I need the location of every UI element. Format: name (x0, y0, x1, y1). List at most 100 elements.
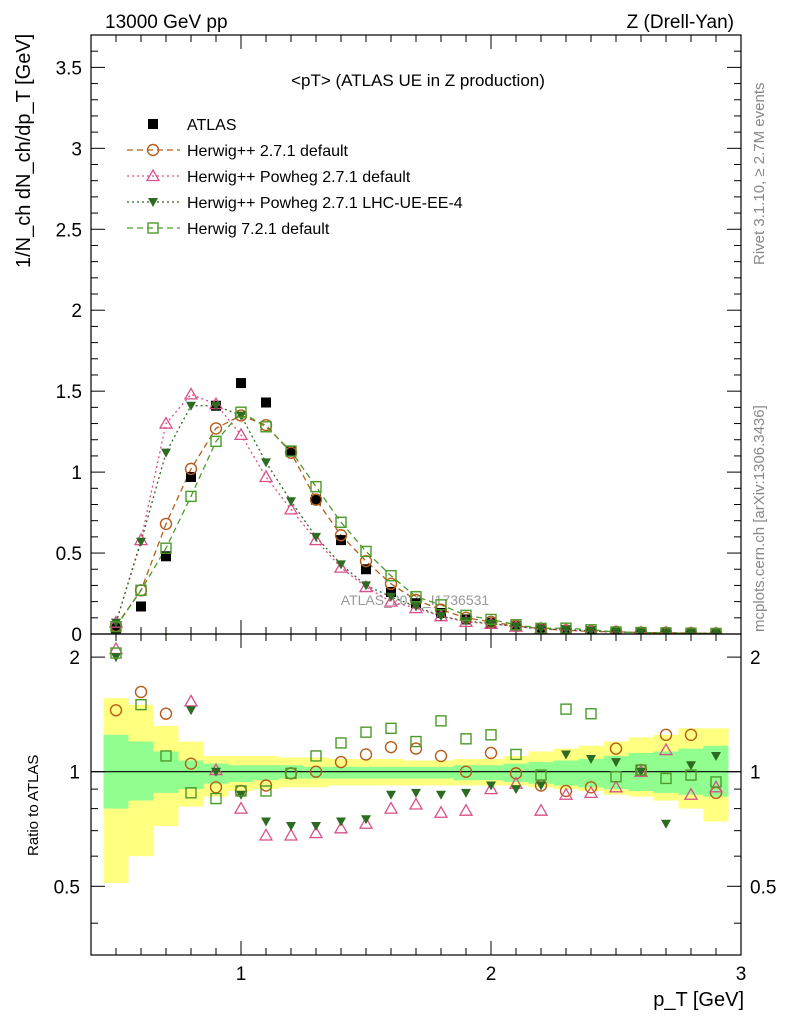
data-point-herwig-powheg-2-7-1-lhc-ue-ee-4 (261, 458, 271, 468)
ratio-markers-herwig-7-2-1-default (110, 647, 722, 805)
ratio-point-herwig-7-2-1-default (560, 703, 572, 715)
ratio-point-herwig-powheg-2-7-1-default (483, 781, 499, 795)
y-tick-label: 3.5 (56, 58, 82, 79)
ratio-point-herwig-powheg-2-7-1-default (233, 801, 249, 814)
data-point-herwig-7-2-1-default (185, 490, 197, 503)
data-point-herwig-2-7-1-default (359, 554, 373, 568)
legend-marker-atlas (148, 119, 158, 129)
mcplots-label: mcplots.cern.ch [arXiv:1306.3436] (751, 405, 768, 632)
legend-marker-herwig-7-2-1-default (147, 222, 159, 234)
legend-label-atlas: ATLAS (187, 117, 237, 134)
ratio-point-herwig-powheg-2-7-1-lhc-ue-ee-4 (311, 822, 321, 832)
data-point-herwig-powheg-2-7-1-lhc-ue-ee-4 (411, 602, 421, 612)
ratio-point-herwig-powheg-2-7-1-default (183, 694, 199, 707)
ratio-point-herwig-powheg-2-7-1-default (533, 803, 549, 816)
ratio-point-herwig-7-2-1-default (410, 735, 422, 748)
data-point-herwig-2-7-1-default (184, 462, 198, 476)
rivet-version-label: Rivet 3.1.10, ≥ 2.7M events (751, 83, 768, 266)
data-point-herwig-2-7-1-default (334, 529, 348, 542)
ratio-markers-herwig-powheg-2-7-1-lhc-ue-ee-4 (111, 634, 721, 832)
y-tick-label: 0.5 (56, 544, 82, 565)
y-axis-label: 1/N_ch dN_ch/dp_T [GeV] (13, 34, 35, 268)
ratio-point-herwig-powheg-2-7-1-lhc-ue-ee-4 (711, 751, 721, 761)
ratio-point-herwig-powheg-2-7-1-default (433, 805, 449, 818)
y-tick-label: 3 (71, 139, 82, 160)
series-markers-atlas (111, 378, 721, 634)
data-point-herwig-powheg-2-7-1-default (258, 469, 274, 483)
ratio-point-herwig-7-2-1-default (710, 776, 722, 788)
ratio-band-green (378, 766, 404, 779)
data-point-herwig-powheg-2-7-1-default (408, 600, 424, 614)
ratio-tick-label: 2 (69, 648, 80, 669)
x-tick-label: 3 (736, 964, 747, 985)
data-point-herwig-powheg-2-7-1-default (183, 387, 199, 400)
ratio-point-herwig-2-7-1-default (434, 749, 448, 763)
ratio-point-herwig-powheg-2-7-1-default (283, 828, 299, 841)
data-point-herwig-2-7-1-default (209, 422, 223, 435)
ratio-point-herwig-7-2-1-default (685, 769, 697, 781)
data-point-atlas (186, 471, 196, 482)
ratio-band-green (253, 765, 279, 781)
ratio-band-green (528, 762, 554, 784)
ratio-point-herwig-7-2-1-default (460, 733, 472, 745)
ratio-point-herwig-powheg-2-7-1-default (358, 816, 374, 829)
ratio-point-herwig-powheg-2-7-1-lhc-ue-ee-4 (386, 790, 396, 800)
data-point-herwig-powheg-2-7-1-lhc-ue-ee-4 (336, 560, 346, 570)
ratio-point-herwig-7-2-1-default (310, 750, 322, 762)
ratio-point-herwig-2-7-1-default (409, 742, 423, 755)
ratio-point-herwig-7-2-1-default (385, 722, 397, 735)
ratio-point-herwig-2-7-1-default (684, 728, 698, 742)
ratio-point-herwig-7-2-1-default (485, 729, 497, 741)
legend-marker-herwig-powheg-2-7-1-default (145, 168, 161, 182)
ratio-tick-label-right: 2 (750, 648, 761, 669)
y-tick-label: 2 (71, 301, 82, 322)
ratio-point-herwig-7-2-1-default (510, 748, 522, 761)
data-point-herwig-powheg-2-7-1-lhc-ue-ee-4 (661, 629, 671, 634)
ratio-point-herwig-7-2-1-default (285, 767, 297, 780)
ratio-point-herwig-7-2-1-default (360, 726, 372, 738)
legend-marker-herwig-powheg-2-7-1-lhc-ue-ee-4 (148, 198, 158, 207)
data-point-herwig-7-2-1-default (485, 613, 497, 626)
ratio-point-herwig-powheg-2-7-1-lhc-ue-ee-4 (686, 761, 696, 771)
ratio-tick-label: 0.5 (54, 877, 80, 898)
ratio-band-green (128, 741, 154, 801)
data-point-herwig-7-2-1-default (710, 627, 722, 634)
ratio-point-herwig-powheg-2-7-1-lhc-ue-ee-4 (236, 790, 246, 800)
ratio-point-herwig-7-2-1-default (260, 785, 272, 797)
ratio-point-herwig-2-7-1-default (584, 781, 598, 794)
ratio-point-herwig-powheg-2-7-1-default (333, 821, 349, 834)
ratio-point-herwig-powheg-2-7-1-default (558, 787, 574, 800)
ratio-point-herwig-2-7-1-default (159, 707, 173, 720)
data-point-herwig-powheg-2-7-1-lhc-ue-ee-4 (686, 629, 696, 634)
data-point-herwig-7-2-1-default (135, 584, 147, 596)
ratio-point-herwig-powheg-2-7-1-lhc-ue-ee-4 (611, 758, 621, 768)
data-point-herwig-2-7-1-default (384, 577, 398, 591)
ratio-point-herwig-2-7-1-default (309, 765, 323, 778)
ratio-point-herwig-powheg-2-7-1-default (408, 797, 424, 810)
ratio-point-herwig-powheg-2-7-1-lhc-ue-ee-4 (164, 634, 168, 637)
data-point-herwig-7-2-1-default (435, 599, 447, 611)
data-point-herwig-7-2-1-default (560, 622, 572, 634)
ratio-axis-label: Ratio to ATLAS (25, 755, 42, 856)
ratio-point-herwig-powheg-2-7-1-default (458, 803, 474, 816)
ratio-point-herwig-7-2-1-default (110, 647, 122, 659)
ratio-band-green (503, 763, 529, 782)
data-point-herwig-powheg-2-7-1-lhc-ue-ee-4 (361, 581, 371, 591)
ratio-point-herwig-7-2-1-default (160, 750, 172, 762)
ratio-point-herwig-2-7-1-default (334, 755, 348, 769)
ratio-point-herwig-powheg-2-7-1-default (308, 825, 324, 839)
ratio-point-herwig-powheg-2-7-1-lhc-ue-ee-4 (411, 788, 421, 798)
chart-title: <pT> (ATLAS UE in Z production) (291, 71, 545, 90)
data-point-herwig-7-2-1-default (235, 406, 247, 418)
data-point-herwig-powheg-2-7-1-default (308, 532, 324, 546)
ratio-point-herwig-2-7-1-default (184, 757, 198, 770)
data-point-herwig-powheg-2-7-1-lhc-ue-ee-4 (586, 626, 596, 634)
data-point-herwig-powheg-2-7-1-default (458, 614, 474, 628)
data-point-herwig-2-7-1-default (309, 493, 323, 506)
data-point-herwig-7-2-1-default (285, 445, 297, 457)
data-point-atlas (311, 494, 321, 505)
ratio-point-herwig-7-2-1-default (135, 698, 147, 711)
ratio-point-herwig-7-2-1-default (610, 771, 622, 783)
ratio-point-herwig-7-2-1-default (660, 772, 672, 785)
